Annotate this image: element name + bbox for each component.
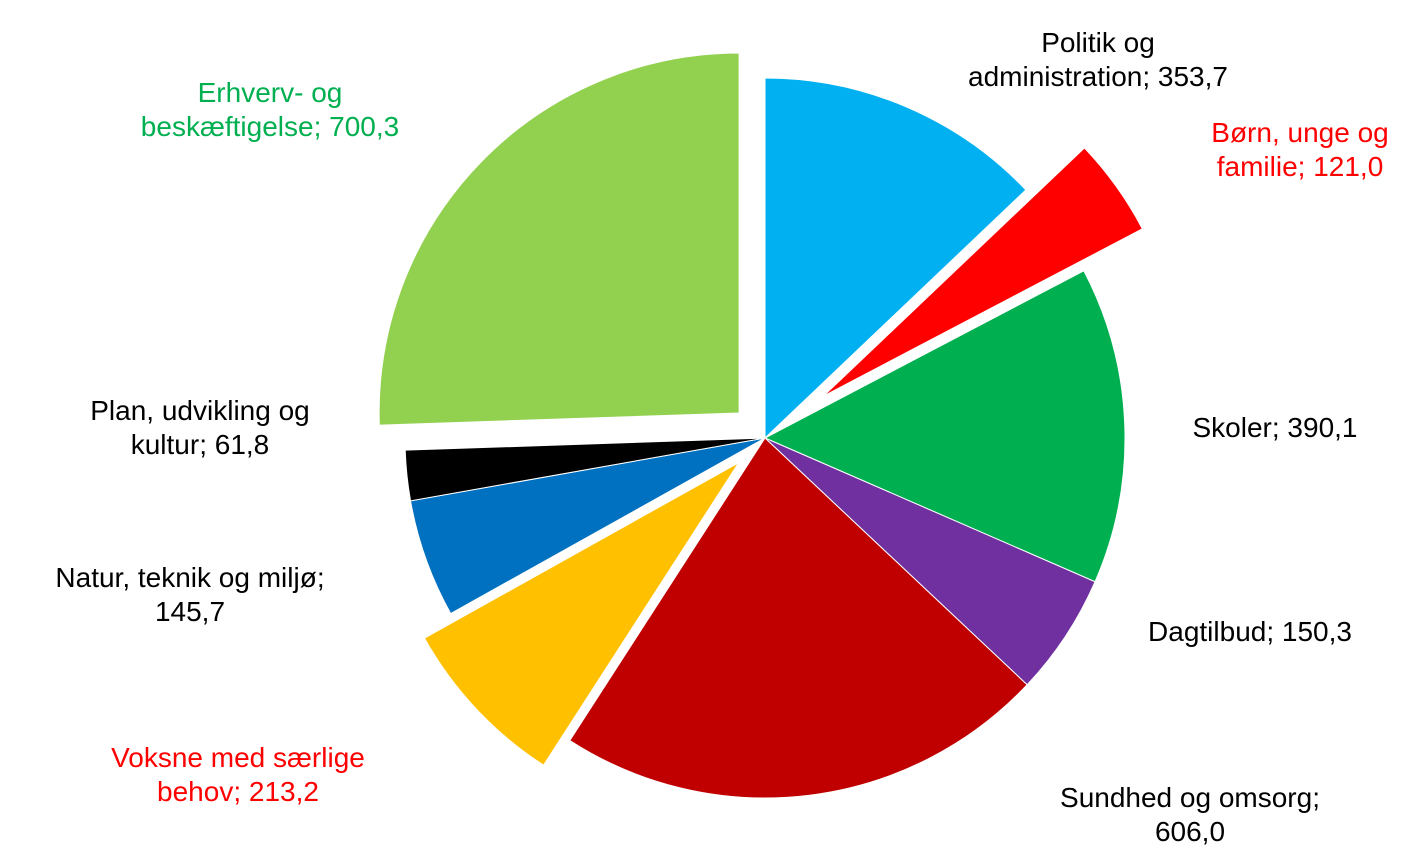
- slice: [764, 77, 1027, 440]
- slice: [378, 52, 740, 426]
- slice: [423, 462, 740, 766]
- data-label: Plan, udvikling og kultur; 61,8: [90, 395, 310, 460]
- slice: [569, 437, 1028, 799]
- slice: [823, 147, 1144, 397]
- data-label: Erhverv- og beskæftigelse; 700,3: [140, 77, 400, 142]
- data-label: Skoler; 390,1: [1192, 412, 1358, 443]
- slice: [404, 437, 766, 502]
- data-label: Børn, unge og familie; 121,0: [1211, 117, 1389, 182]
- slice: [763, 270, 1126, 583]
- data-label: Sundhed og omsorg; 606,0: [1060, 782, 1320, 847]
- data-label: Politik og administration; 353,7: [968, 27, 1228, 92]
- data-label: Dagtilbud; 150,3: [1148, 616, 1352, 647]
- data-label: Voksne med særlige behov; 213,2: [111, 742, 365, 807]
- data-label: Natur, teknik og miljø; 145,7: [55, 562, 325, 627]
